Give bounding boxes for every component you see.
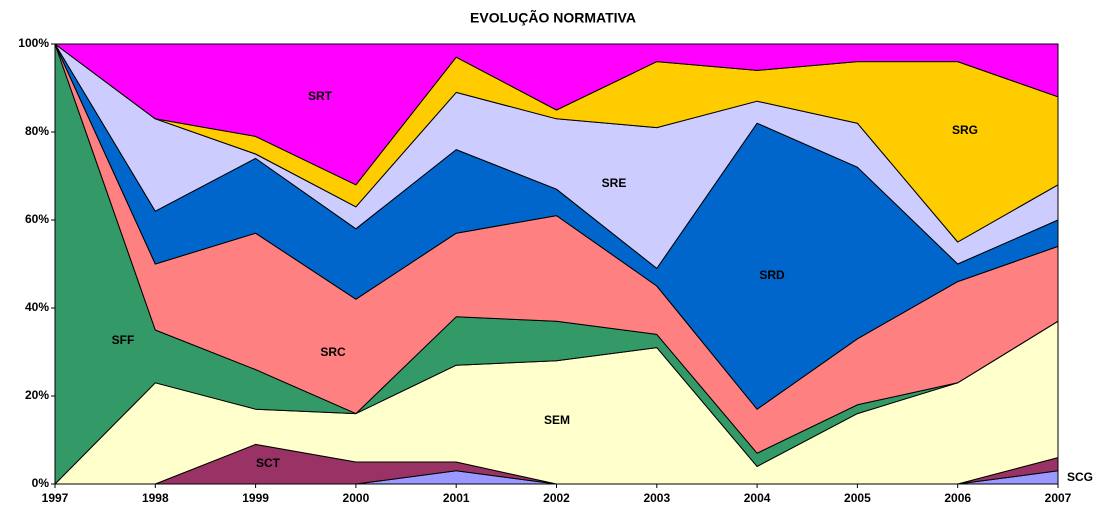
- x-tick-label: 1998: [142, 491, 169, 505]
- x-tick-label: 1997: [42, 491, 69, 505]
- x-tick-label: 2003: [643, 491, 670, 505]
- series-label: SRT: [308, 89, 333, 103]
- x-tick-label: 2005: [844, 491, 871, 505]
- series-label: SCG: [1067, 470, 1093, 484]
- x-tick-label: 2007: [1045, 491, 1072, 505]
- chart-title: EVOLUÇÃO NORMATIVA: [470, 9, 636, 26]
- y-tick-label: 20%: [25, 388, 49, 402]
- x-tick-label: 2000: [343, 491, 370, 505]
- series-label: SRG: [952, 123, 978, 137]
- y-tick-label: 60%: [25, 212, 49, 226]
- y-tick-label: 0%: [32, 476, 50, 490]
- series-label: SFF: [112, 333, 135, 347]
- y-tick-label: 80%: [25, 124, 49, 138]
- x-tick-label: 2001: [443, 491, 470, 505]
- y-tick-label: 40%: [25, 300, 49, 314]
- y-tick-label: 100%: [18, 36, 49, 50]
- series-label: SRE: [602, 176, 627, 190]
- x-tick-label: 2002: [543, 491, 570, 505]
- x-tick-label: 1999: [242, 491, 269, 505]
- x-tick-label: 2004: [744, 491, 771, 505]
- series-label: SCT: [256, 456, 281, 470]
- x-tick-label: 2006: [944, 491, 971, 505]
- series-label: SRD: [759, 268, 785, 282]
- area: [54, 43, 1059, 186]
- series-label: SEM: [544, 413, 570, 427]
- series-label: SRC: [320, 345, 346, 359]
